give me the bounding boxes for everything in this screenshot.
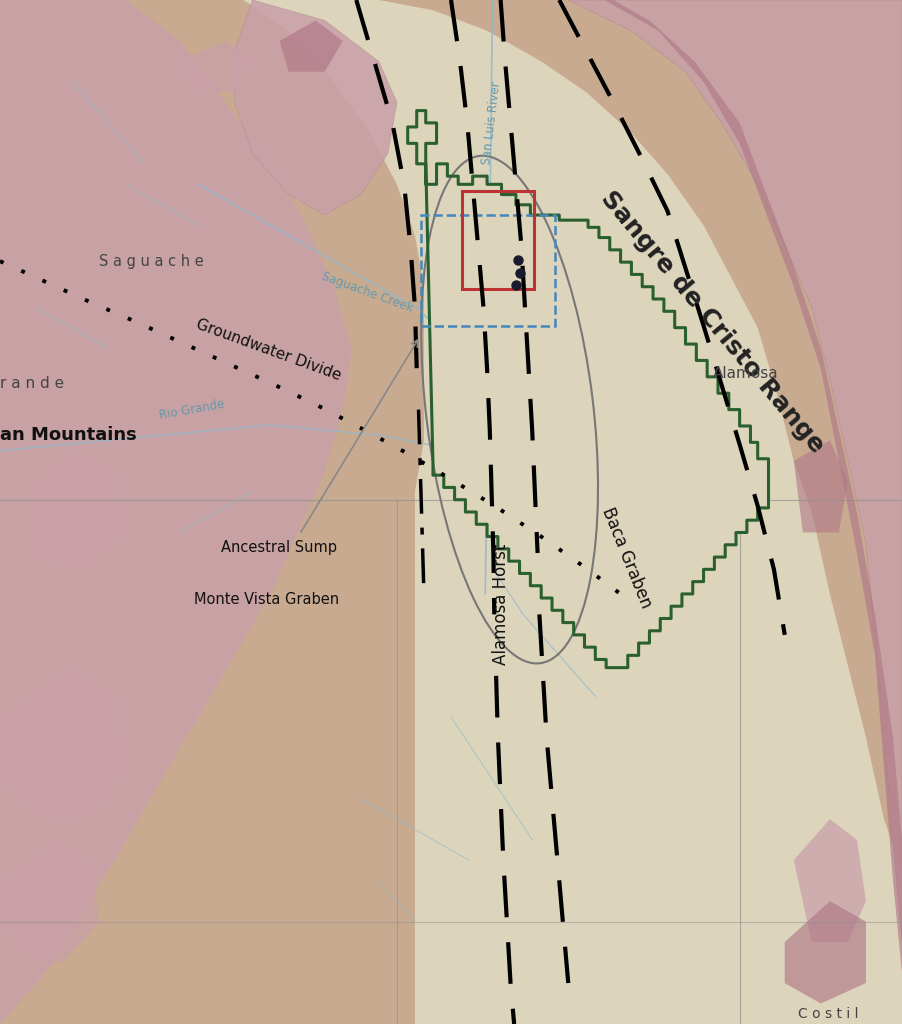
Text: C o s t i l: C o s t i l: [798, 1007, 859, 1021]
Text: an Mountains: an Mountains: [0, 426, 137, 444]
Polygon shape: [280, 20, 343, 72]
Polygon shape: [794, 440, 848, 532]
Text: Saguache Creek: Saguache Creek: [320, 269, 415, 314]
Polygon shape: [180, 41, 253, 92]
Text: r a n d e: r a n d e: [0, 377, 64, 391]
Polygon shape: [0, 840, 99, 963]
Text: Groundwater Divide: Groundwater Divide: [194, 317, 343, 383]
Polygon shape: [794, 819, 866, 942]
Text: Alamosa: Alamosa: [713, 367, 778, 381]
Text: Sangre de Cristo Range: Sangre de Cristo Range: [596, 187, 829, 458]
Polygon shape: [568, 0, 902, 942]
Polygon shape: [0, 0, 352, 1024]
Bar: [421, 215, 555, 326]
Polygon shape: [604, 0, 902, 973]
Text: Rio Grande: Rio Grande: [158, 397, 226, 422]
Polygon shape: [785, 901, 866, 1004]
Text: Alamosa Horst: Alamosa Horst: [492, 544, 510, 665]
Polygon shape: [27, 451, 126, 573]
Text: Monte Vista Graben: Monte Vista Graben: [194, 592, 339, 606]
Polygon shape: [244, 0, 902, 1024]
Text: S a g u a c h e: S a g u a c h e: [99, 254, 204, 268]
Polygon shape: [235, 0, 397, 215]
Text: San Luis River: San Luis River: [480, 81, 503, 165]
Bar: [462, 191, 534, 289]
Polygon shape: [0, 666, 126, 819]
Text: Baca Graben: Baca Graben: [599, 505, 655, 611]
Polygon shape: [408, 111, 769, 668]
Text: Ancestral Sump: Ancestral Sump: [221, 541, 337, 555]
